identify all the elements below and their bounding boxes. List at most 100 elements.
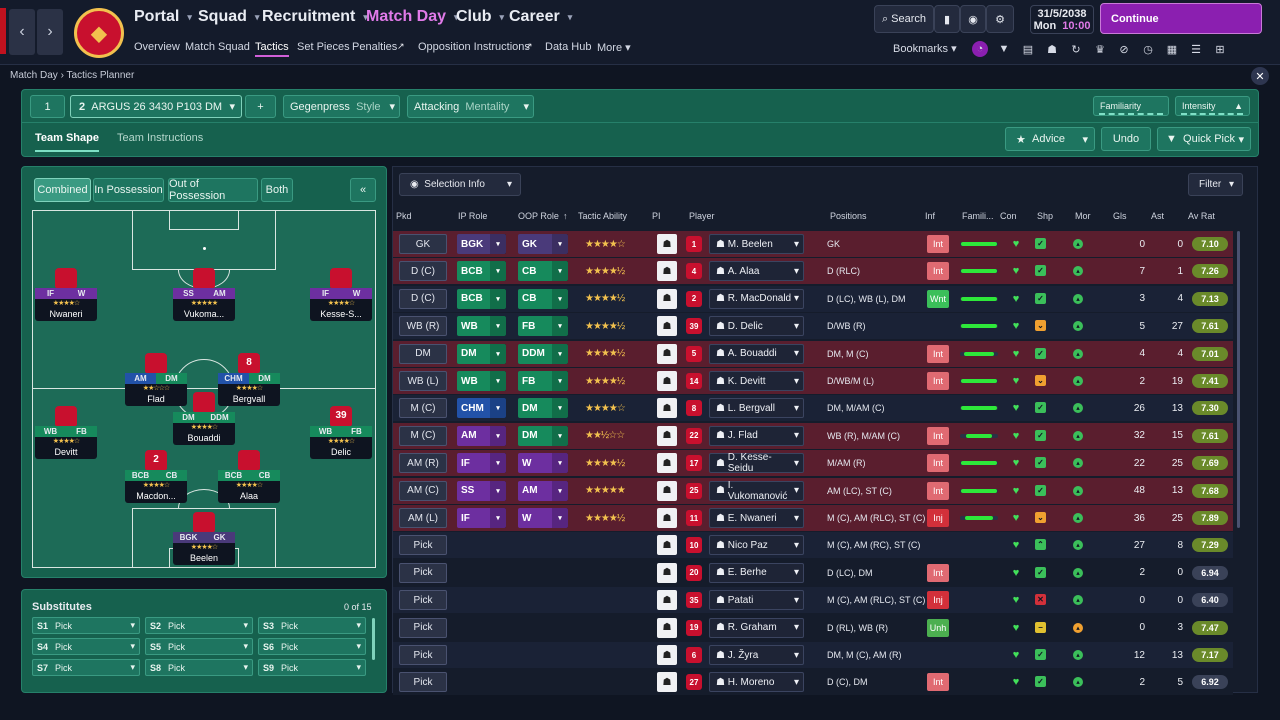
menu-career[interactable]: Career ▾ <box>509 8 573 25</box>
position-select[interactable]: WB (L) <box>399 371 447 391</box>
scrollbar[interactable] <box>372 618 375 660</box>
player-select[interactable]: ☗ Nico Paz ▾ <box>709 535 804 556</box>
intensity-meter[interactable]: Intensity ▲ <box>1175 96 1250 116</box>
submenu-data-hub[interactable]: Data Hub <box>545 41 592 53</box>
player-instructions-icon[interactable]: ☗ <box>657 425 677 446</box>
search-button[interactable]: ⌕ Search <box>874 5 934 33</box>
breadcrumb-match-day[interactable]: Match Day <box>10 70 58 81</box>
player-instructions-icon[interactable]: ☗ <box>657 288 677 309</box>
table-row[interactable]: Pick ☗ 20 ☗ E. Berhe ▾ D (LC), DM Int ♥ ✓ ▴ 2 0 6.94 <box>393 559 1233 586</box>
no-entry-icon[interactable]: ⊘ <box>1119 43 1129 56</box>
substitute-slot[interactable]: S5 Pick ▾ <box>145 638 253 655</box>
ip-role-select[interactable]: BGK ▾ <box>457 234 506 254</box>
player-select[interactable]: ☗ Patati ▾ <box>709 590 804 611</box>
table-row[interactable]: Pick ☗ 35 ☗ Patati ▾ M (C), AM (RLC), ST (C) I… <box>393 587 1233 614</box>
tactic-select[interactable]: 2 ARGUS 26 3430 P103 DM ▾ <box>70 95 242 118</box>
substitute-slot[interactable]: S4 Pick ▾ <box>32 638 140 655</box>
table-row[interactable]: GK BGK ▾ GK ▾ ★★★★☆ ☗ 1 ☗ M. Beelen ▾ GK Int ♥ ✓ ▴ 0 0 7.… <box>393 231 1233 257</box>
table-row[interactable]: Pick ☗ 19 ☗ R. Graham ▾ D (RL), WB (R) Unh ♥ − ▴ 0… <box>393 614 1233 641</box>
position-select[interactable]: M (C) <box>399 398 447 419</box>
substitute-slot[interactable]: S6 Pick ▾ <box>258 638 366 655</box>
player-select[interactable]: ☗ D. Kesse-Seidu ▾ <box>709 452 804 474</box>
player-select[interactable]: ☗ J. Žyra ▾ <box>709 645 804 665</box>
menu-match-day[interactable]: Match Day ▾ <box>366 8 459 25</box>
ip-role-select[interactable]: IF ▾ <box>457 453 506 474</box>
phase-in-possession-button[interactable]: In Possession <box>93 178 164 202</box>
substitute-slot[interactable]: S7 Pick ▾ <box>32 659 140 676</box>
mentality-select[interactable]: Attacking Mentality ▾ <box>407 95 534 118</box>
quick-pick-button[interactable]: ▼ Quick Pick ▾ <box>1157 127 1251 151</box>
column-header[interactable]: IP Role <box>458 211 488 221</box>
ip-role-select[interactable]: IF ▾ <box>457 508 506 528</box>
table-row[interactable]: Pick ☗ 6 ☗ J. Žyra ▾ DM, M (C), AM (R) ♥ ✓ ▴ 12 13… <box>393 642 1233 668</box>
position-select[interactable]: AM (C) <box>399 480 447 501</box>
position-select[interactable]: AM (R) <box>399 453 447 474</box>
menu-recruitment[interactable]: Recruitment ▾ <box>262 8 368 25</box>
menu-club[interactable]: Club ▾ <box>456 8 505 25</box>
position-select[interactable]: AM (L) <box>399 508 447 528</box>
oop-role-select[interactable]: GK ▾ <box>518 234 568 254</box>
position-select[interactable]: Pick <box>399 672 447 693</box>
pitch-player-card[interactable]: SS AM ★★★★★ Vukoma... <box>173 268 235 321</box>
player-select[interactable]: ☗ R. MacDonald ▾ <box>709 288 804 309</box>
oop-role-select[interactable]: W ▾ <box>518 453 568 474</box>
ip-role-select[interactable]: BCB ▾ <box>457 288 506 309</box>
oop-role-select[interactable]: AM ▾ <box>518 480 568 501</box>
position-select[interactable]: Pick <box>399 562 447 583</box>
player-select[interactable]: ☗ H. Moreno ▾ <box>709 672 804 693</box>
pitch-player-card[interactable]: AM DM ★★☆☆☆ Flad <box>125 353 187 406</box>
column-header[interactable]: Shp <box>1037 211 1054 221</box>
undo-button[interactable]: Undo <box>1101 127 1151 151</box>
submenu-tactics[interactable]: Tactics <box>255 41 289 57</box>
document-icon[interactable]: ▤ <box>1022 43 1034 56</box>
table-row[interactable]: D (C) BCB ▾ CB ▾ ★★★★½ ☗ 4 ☗ A. Alaa ▾ D (RLC) Int ♥… <box>393 258 1233 285</box>
table-row[interactable]: M (C) AM ▾ DM ▾ ★★½☆☆ ☗ 22 ☗ J. Flad ▾ WB (R), M/A… <box>393 422 1233 449</box>
ip-role-select[interactable]: BCB ▾ <box>457 261 506 282</box>
column-header[interactable]: Player <box>689 211 715 221</box>
player-select[interactable]: ☗ K. Devitt ▾ <box>709 371 804 391</box>
oop-role-select[interactable]: DDM ▾ <box>518 343 568 364</box>
oop-role-select[interactable]: DM ▾ <box>518 398 568 419</box>
refresh-icon[interactable]: ↻ <box>1071 43 1081 56</box>
submenu-more[interactable]: More ▾ <box>597 42 631 54</box>
table-row[interactable]: WB (L) WB ▾ FB ▾ ★★★★½ ☗ 14 ☗ K. Devitt ▾ D/WB/M (… <box>393 368 1233 394</box>
position-select[interactable]: Pick <box>399 645 447 665</box>
submenu-opposition-instructions[interactable]: Opposition Instructions <box>418 41 530 53</box>
position-select[interactable]: D (C) <box>399 261 447 282</box>
settings-button[interactable]: ⚙ <box>986 5 1014 33</box>
substitute-slot[interactable]: S1 Pick ▾ <box>32 617 140 634</box>
back-button[interactable]: ‹ <box>9 9 35 55</box>
clock-icon[interactable]: ◷ <box>1143 43 1153 56</box>
continue-button[interactable]: Continue <box>1100 3 1262 34</box>
player-select[interactable]: ☗ D. Delic ▾ <box>709 316 804 337</box>
people-icon[interactable]: ☗ <box>1047 43 1057 56</box>
filter-dropdown[interactable]: Filter ▾ <box>1188 173 1243 196</box>
player-instructions-icon[interactable]: ☗ <box>657 508 677 528</box>
player-select[interactable]: ☗ A. Bouaddi ▾ <box>709 343 804 364</box>
table-row[interactable]: M (C) CHM ▾ DM ▾ ★★★★☆ ☗ 8 ☗ L. Bergvall ▾ DM, M/A… <box>393 395 1233 422</box>
pitch-player-card[interactable]: IF W ★★★★☆ Kesse-S... <box>310 268 372 321</box>
player-select[interactable]: ☗ E. Berhe ▾ <box>709 562 804 583</box>
bookmarks-dropdown[interactable]: Bookmarks ▾ <box>893 43 957 55</box>
oop-role-select[interactable]: W ▾ <box>518 508 568 528</box>
close-icon[interactable]: ✕ <box>1251 67 1269 85</box>
player-instructions-icon[interactable]: ☗ <box>657 261 677 282</box>
ip-role-select[interactable]: SS ▾ <box>457 480 506 501</box>
player-instructions-icon[interactable]: ☗ <box>657 535 677 556</box>
ip-role-select[interactable]: AM ▾ <box>457 425 506 446</box>
oop-role-select[interactable]: FB ▾ <box>518 316 568 337</box>
player-instructions-icon[interactable]: ☗ <box>657 562 677 583</box>
player-select[interactable]: ☗ M. Beelen ▾ <box>709 234 804 254</box>
column-header[interactable]: Av Rat <box>1188 211 1215 221</box>
menu-squad[interactable]: Squad ▾ <box>198 8 260 25</box>
position-select[interactable]: GK <box>399 234 447 254</box>
column-header[interactable]: Tactic Ability <box>578 211 628 221</box>
player-instructions-icon[interactable]: ☗ <box>657 371 677 391</box>
pitch-player-card[interactable]: BCB CB ★★★★☆ Alaa <box>218 450 280 503</box>
column-header[interactable]: Famili... <box>962 211 994 221</box>
tab-team-shape[interactable]: Team Shape <box>35 132 99 152</box>
position-select[interactable]: Pick <box>399 590 447 611</box>
pitch-player-card[interactable]: DM DDM ★★★★☆ Bouaddi <box>173 392 235 445</box>
position-select[interactable]: Pick <box>399 535 447 556</box>
pitch-player-card[interactable]: 8 CHM DM ★★★★☆ Bergvall <box>218 353 280 406</box>
